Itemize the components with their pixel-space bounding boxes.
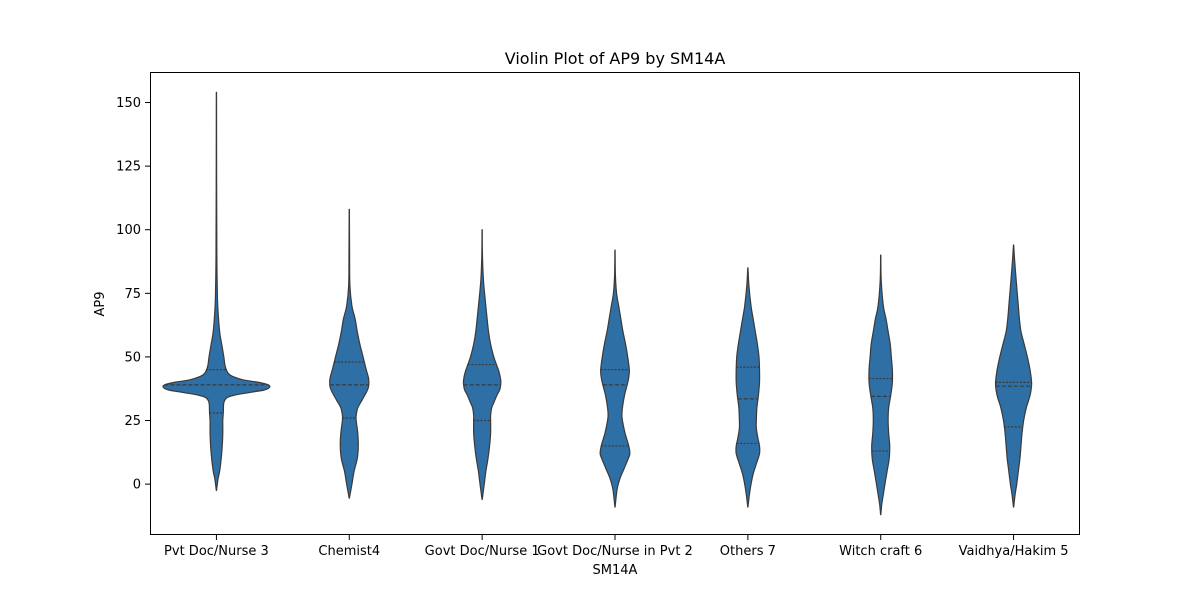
y-axis-label: AP9 (93, 291, 108, 316)
y-tick-label: 100 (116, 223, 141, 238)
violin-1 (162, 91, 271, 492)
violin-7 (994, 244, 1033, 508)
x-tick-label: Pvt Doc/Nurse 3 (164, 544, 269, 559)
x-tick-label: Govt Doc/Nurse in Pvt 2 (537, 544, 693, 559)
y-tick-label: 0 (133, 478, 141, 493)
x-tick-label: Vaidhya/Hakim 5 (959, 544, 1069, 559)
x-axis-label: SM14A (593, 563, 638, 578)
violins-group (162, 91, 1033, 516)
y-axis: 0 25 50 75 100 125 150 (116, 96, 150, 493)
violin-3 (462, 229, 502, 500)
violin-2 (329, 208, 370, 499)
violin-body (329, 208, 370, 499)
violin-body (994, 244, 1033, 508)
plot-frame (150, 72, 1080, 535)
chart-title: Violin Plot of AP9 by SM14A (505, 49, 726, 68)
y-tick-label: 50 (124, 350, 141, 365)
x-axis: Pvt Doc/Nurse 3 Chemist4 Govt Doc/Nurse 1G… (164, 535, 1069, 559)
violin-body (599, 249, 631, 508)
x-tick-label: Others 7 (720, 544, 776, 559)
y-tick-label: 125 (116, 160, 141, 175)
violin-body (162, 91, 271, 492)
violin-4 (599, 249, 631, 508)
violin-body (868, 254, 894, 516)
y-tick-label: 150 (116, 96, 141, 111)
violin-6 (868, 254, 894, 516)
x-tick-label: Chemist4 (318, 544, 380, 559)
y-tick-label: 75 (124, 287, 141, 302)
x-tick-label: Govt Doc/Nurse 1 (425, 544, 540, 559)
y-tick-label: 25 (124, 414, 141, 429)
violin-body (735, 267, 761, 508)
x-tick-label: Witch craft 6 (839, 544, 922, 559)
violin-5 (735, 267, 761, 508)
